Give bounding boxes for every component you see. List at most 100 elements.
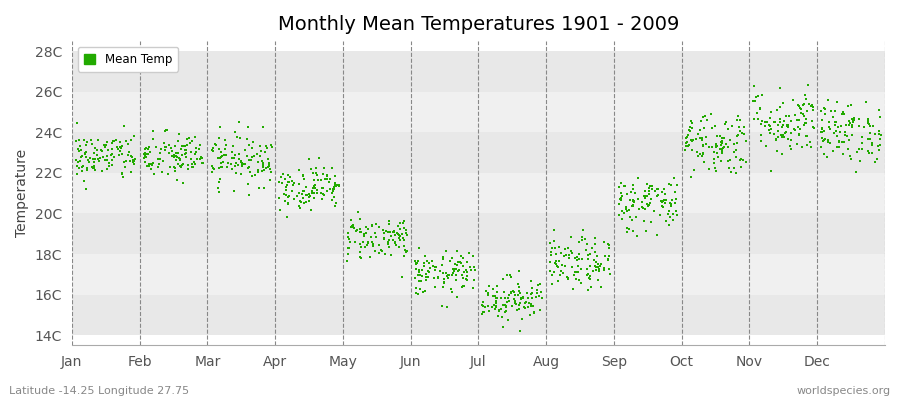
Point: [842, 153, 857, 159]
Point: [168, 152, 183, 159]
Point: [141, 144, 156, 150]
Point: [92, 158, 106, 165]
Point: [644, 219, 658, 225]
Point: [220, 152, 234, 158]
Point: [383, 233, 398, 239]
Point: [644, 183, 658, 190]
Point: [411, 290, 426, 297]
Point: [775, 134, 789, 140]
Point: [176, 143, 191, 150]
Point: [412, 267, 427, 273]
Point: [160, 127, 175, 134]
Point: [799, 133, 814, 140]
Point: [214, 148, 229, 155]
Point: [861, 136, 876, 142]
Point: [310, 187, 324, 193]
Point: [246, 144, 260, 151]
Point: [173, 156, 187, 162]
Point: [532, 293, 546, 299]
Point: [770, 128, 785, 134]
Point: [821, 136, 835, 143]
Point: [72, 148, 86, 154]
Point: [88, 167, 103, 174]
Point: [440, 304, 454, 310]
Point: [196, 160, 211, 166]
Point: [497, 289, 511, 296]
Point: [449, 272, 464, 278]
Point: [409, 285, 423, 291]
Point: [393, 237, 408, 244]
Point: [445, 254, 459, 261]
Point: [372, 224, 386, 230]
Point: [845, 122, 859, 128]
Point: [195, 155, 210, 162]
Point: [554, 250, 569, 257]
Point: [76, 137, 91, 143]
Point: [178, 142, 193, 149]
Point: [793, 126, 807, 133]
Point: [707, 122, 722, 129]
Point: [651, 192, 665, 198]
Point: [820, 154, 834, 160]
Point: [612, 200, 626, 207]
Point: [663, 201, 678, 208]
Point: [789, 117, 804, 123]
Point: [306, 170, 320, 176]
Point: [623, 214, 637, 220]
Point: [192, 146, 206, 152]
Point: [90, 147, 104, 153]
Point: [632, 206, 646, 212]
Point: [361, 226, 375, 232]
Point: [178, 150, 193, 156]
Point: [822, 119, 836, 125]
Point: [792, 132, 806, 138]
Point: [779, 122, 794, 129]
Point: [777, 118, 791, 124]
Point: [417, 259, 431, 266]
Point: [253, 143, 267, 149]
Point: [408, 275, 422, 282]
Point: [698, 141, 713, 148]
Point: [578, 236, 592, 242]
Point: [296, 172, 310, 179]
Point: [614, 180, 628, 186]
Point: [561, 275, 575, 281]
Point: [114, 144, 129, 151]
Point: [836, 109, 850, 116]
Point: [179, 153, 194, 160]
Point: [364, 239, 379, 245]
Point: [656, 204, 670, 210]
Point: [516, 294, 530, 301]
Point: [417, 263, 431, 269]
Point: [83, 155, 97, 162]
Point: [682, 127, 697, 133]
Point: [285, 182, 300, 188]
Point: [593, 263, 608, 270]
Point: [705, 124, 719, 131]
Point: [389, 242, 403, 248]
Point: [871, 143, 886, 149]
Point: [368, 221, 382, 228]
Point: [838, 132, 852, 138]
Point: [80, 165, 94, 171]
Point: [524, 301, 538, 308]
Point: [169, 154, 184, 160]
Point: [590, 253, 604, 260]
Point: [428, 284, 442, 290]
Point: [654, 202, 669, 209]
Point: [715, 150, 729, 156]
Point: [400, 249, 414, 255]
Point: [444, 286, 458, 292]
Point: [158, 128, 172, 134]
Point: [167, 143, 182, 150]
Point: [174, 163, 188, 169]
Point: [565, 286, 580, 292]
Point: [310, 177, 325, 184]
Point: [173, 157, 187, 164]
Point: [400, 248, 414, 255]
Point: [147, 136, 161, 142]
Point: [797, 92, 812, 98]
Point: [698, 113, 713, 120]
Point: [778, 130, 793, 137]
Point: [139, 145, 153, 152]
